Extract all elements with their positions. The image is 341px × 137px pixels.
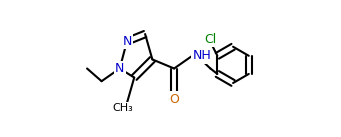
- Text: O: O: [169, 93, 179, 106]
- Text: NH: NH: [192, 49, 211, 62]
- Text: N: N: [115, 62, 124, 75]
- Text: N: N: [122, 35, 132, 48]
- Text: Cl: Cl: [204, 33, 216, 46]
- Text: CH₃: CH₃: [112, 103, 133, 113]
